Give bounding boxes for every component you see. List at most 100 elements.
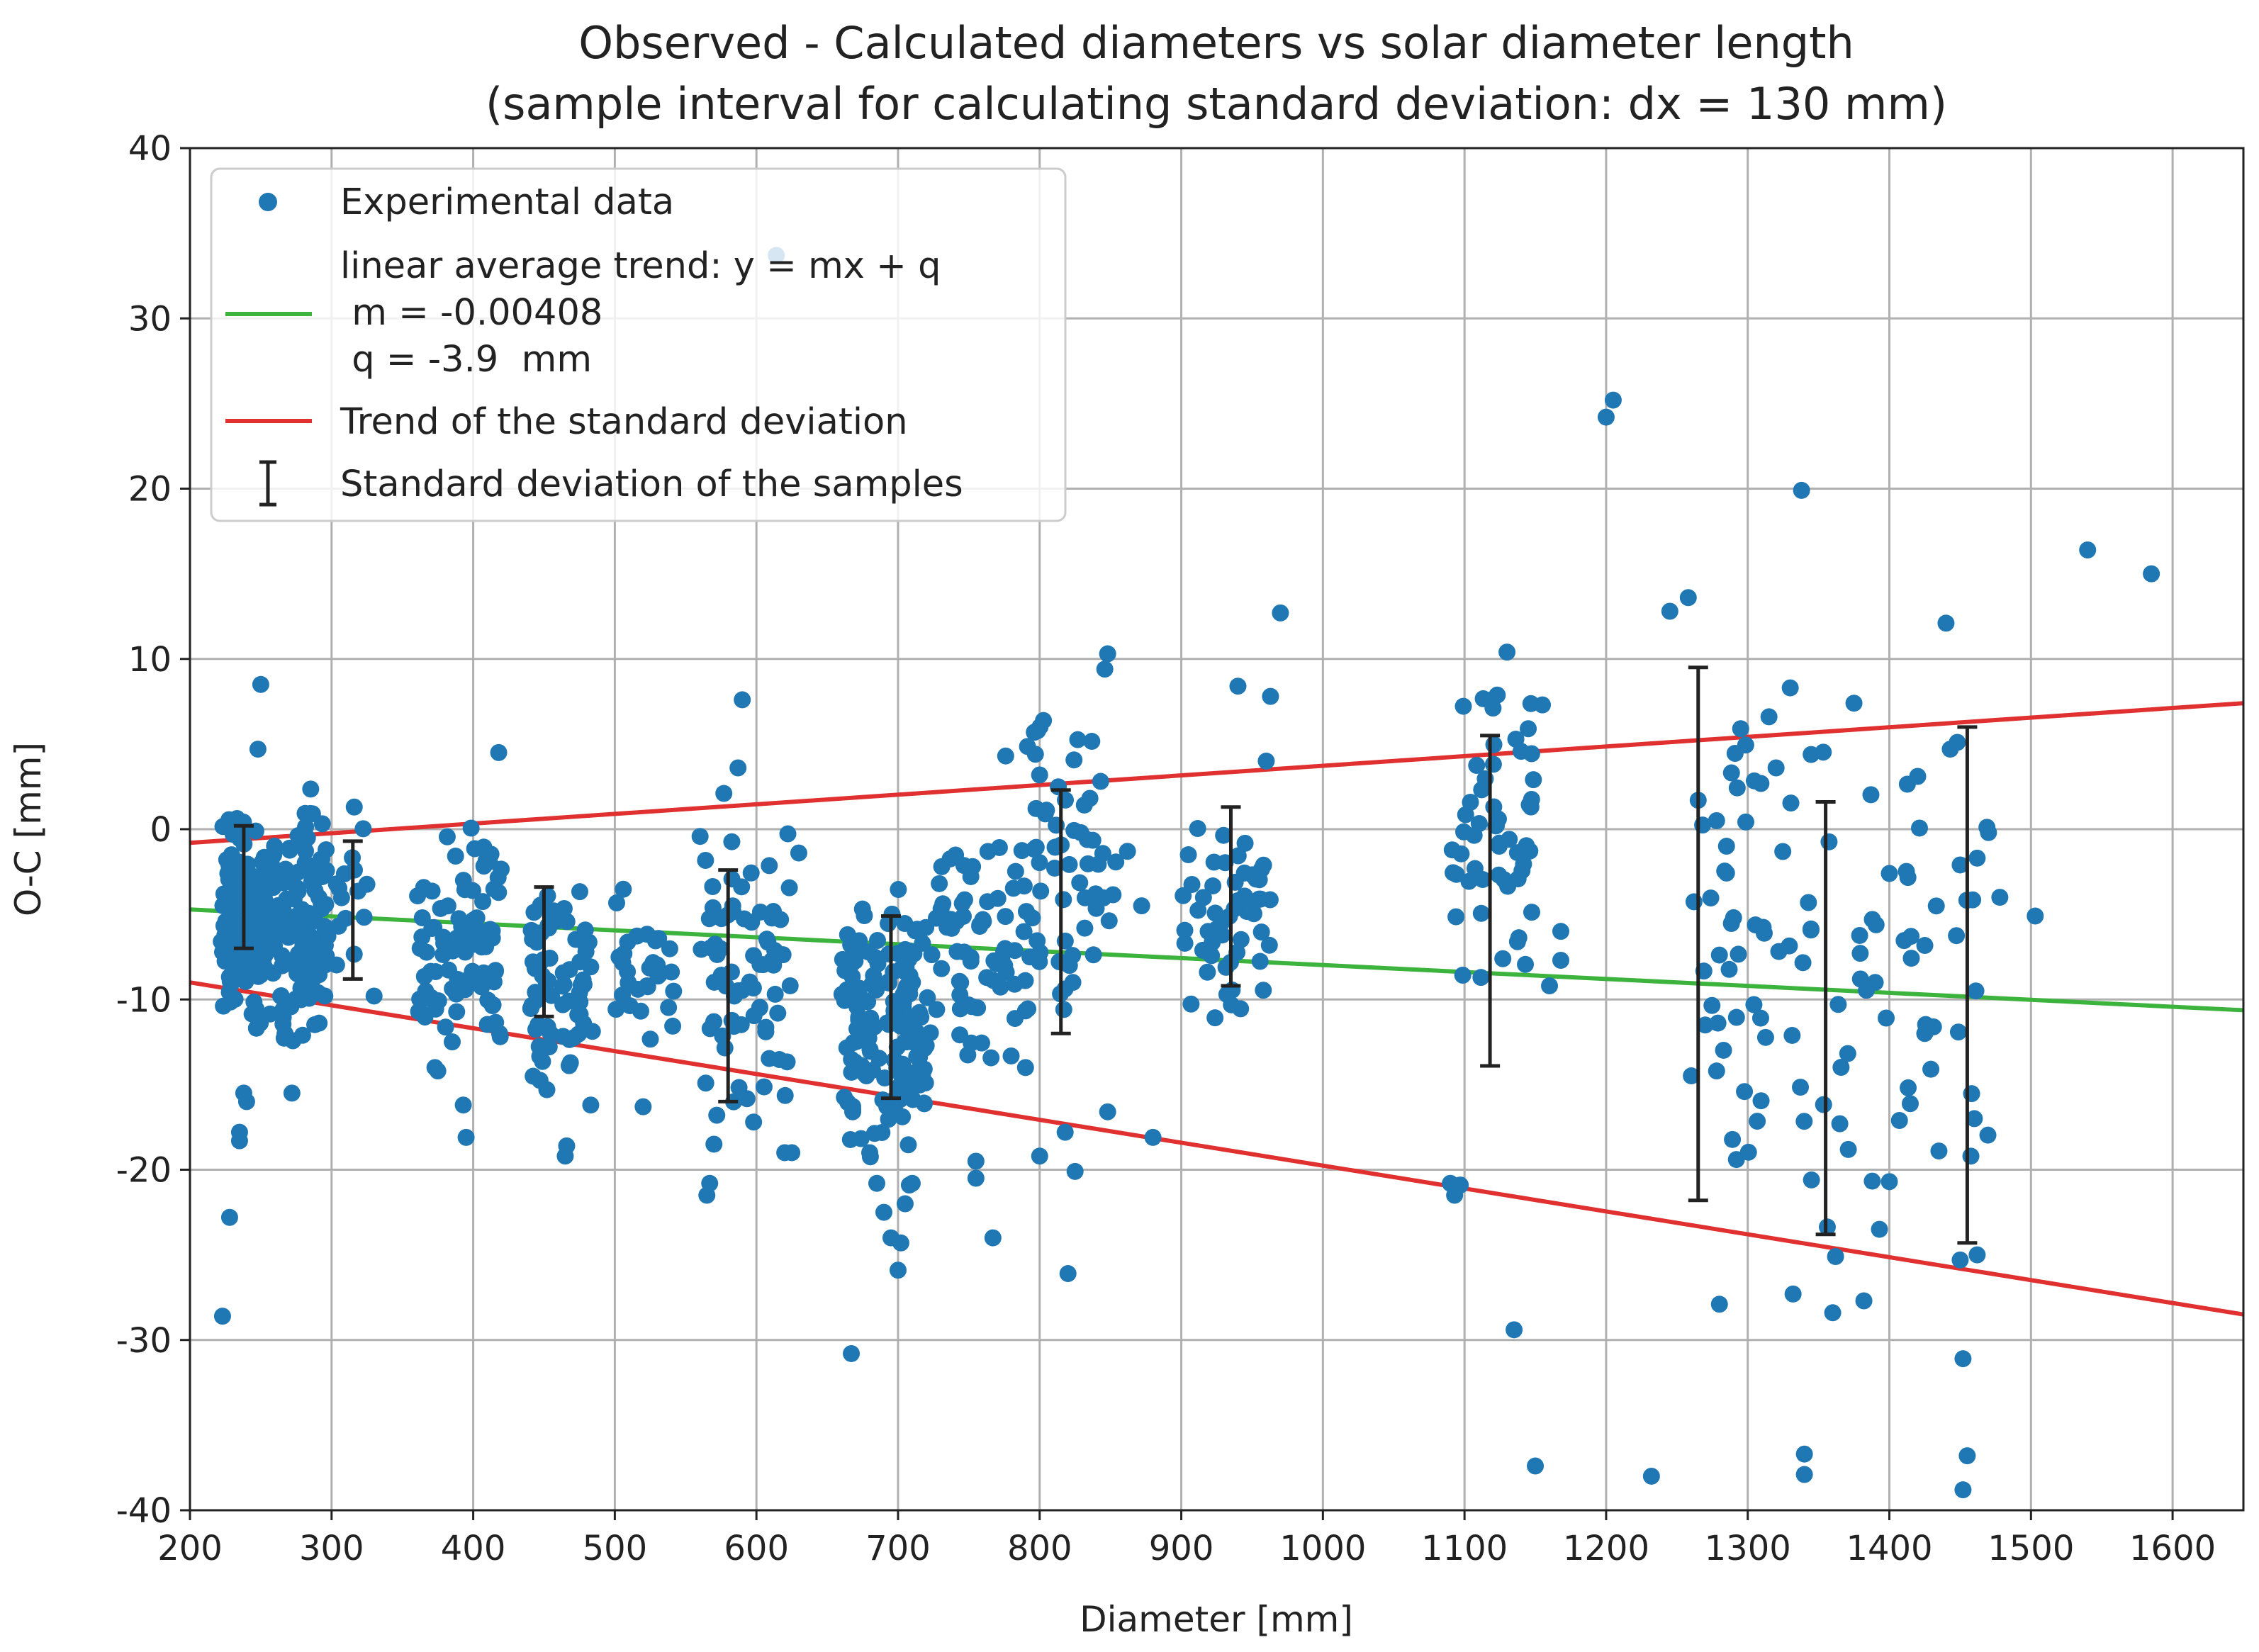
- data-point: [1272, 604, 1289, 622]
- data-point: [915, 1094, 933, 1112]
- data-point: [448, 929, 466, 947]
- data-point: [1784, 1285, 1802, 1303]
- data-point: [1760, 708, 1778, 726]
- data-point: [1262, 687, 1279, 705]
- data-point: [1251, 953, 1269, 970]
- data-point: [432, 899, 449, 917]
- data-point: [650, 930, 668, 948]
- data-point: [438, 828, 456, 845]
- data-point: [1119, 843, 1136, 860]
- error-bar: [233, 824, 254, 950]
- data-point: [1890, 1111, 1908, 1129]
- data-point: [951, 986, 969, 1004]
- data-point: [953, 894, 971, 912]
- data-point: [558, 1137, 576, 1154]
- data-point: [1851, 926, 1868, 944]
- data-point: [475, 838, 493, 856]
- data-point: [868, 981, 885, 999]
- data-point: [1815, 743, 1832, 761]
- data-point: [1696, 1016, 1714, 1034]
- data-point: [1736, 1083, 1754, 1101]
- data-point: [1951, 856, 1969, 874]
- data-point: [437, 1018, 454, 1036]
- data-point: [892, 1234, 909, 1252]
- data-point: [1176, 921, 1194, 939]
- data-point: [567, 931, 585, 948]
- data-point: [1911, 819, 1929, 837]
- data-point: [1016, 1059, 1034, 1077]
- data-point: [1710, 946, 1728, 964]
- data-point: [948, 943, 966, 960]
- error-bar: [342, 839, 363, 981]
- data-point: [2027, 907, 2044, 925]
- data-point: [641, 1030, 659, 1048]
- data-point: [1901, 1095, 1919, 1113]
- data-point: [921, 1024, 939, 1042]
- data-point: [660, 999, 678, 1016]
- data-point: [215, 997, 232, 1015]
- data-point: [751, 999, 768, 1016]
- data-point: [1732, 720, 1749, 738]
- data-point: [852, 1130, 870, 1147]
- data-point: [963, 998, 980, 1016]
- data-point: [1189, 901, 1207, 919]
- data-point: [1235, 864, 1253, 882]
- data-point: [1774, 843, 1792, 860]
- data-point: [928, 1001, 946, 1018]
- data-point: [1839, 1140, 1857, 1158]
- legend: Experimental data linear average trend: …: [210, 167, 1067, 522]
- data-point: [898, 987, 916, 1004]
- data-point: [1966, 1110, 1983, 1128]
- data-point: [1470, 815, 1488, 833]
- data-point: [454, 1096, 472, 1114]
- data-point: [230, 1123, 248, 1141]
- data-point: [423, 882, 441, 900]
- data-point: [997, 908, 1014, 926]
- data-point: [475, 858, 493, 875]
- data-point: [919, 989, 936, 1006]
- data-point: [1717, 864, 1735, 882]
- data-point: [865, 967, 882, 984]
- data-point: [273, 947, 291, 965]
- data-point: [1954, 1350, 1972, 1368]
- data-point: [1710, 1296, 1728, 1313]
- data-point: [1084, 946, 1102, 964]
- data-point: [430, 992, 447, 1010]
- data-point: [776, 1086, 794, 1104]
- data-point: [1443, 841, 1461, 859]
- data-point: [959, 1046, 977, 1064]
- data-point: [904, 974, 921, 991]
- data-point: [454, 872, 472, 889]
- data-point: [1525, 771, 1542, 789]
- data-point: [1839, 1045, 1856, 1062]
- data-point: [314, 940, 332, 957]
- data-point: [1709, 1014, 1727, 1032]
- data-point: [543, 987, 561, 1004]
- data-point: [355, 909, 373, 926]
- data-point: [715, 785, 733, 802]
- data-point: [620, 974, 637, 991]
- data-point: [1494, 950, 1512, 967]
- x-tick-label: 800: [1007, 1529, 1072, 1568]
- data-point: [890, 881, 907, 899]
- data-point: [1255, 982, 1272, 999]
- data-point: [1517, 955, 1535, 973]
- y-axis-label: O-C [mm]: [8, 742, 49, 916]
- data-point: [2079, 541, 2097, 558]
- data-point: [1794, 954, 1812, 972]
- data-point: [1199, 963, 1216, 981]
- data-point: [885, 1006, 903, 1024]
- data-point: [1927, 897, 1945, 915]
- data-point: [697, 851, 714, 869]
- data-point: [1031, 854, 1048, 872]
- data-point: [1252, 923, 1270, 941]
- data-point: [766, 985, 784, 1003]
- data-point: [1745, 772, 1763, 790]
- data-point: [1189, 820, 1206, 838]
- data-point: [868, 932, 886, 950]
- error-bar: [880, 914, 901, 1101]
- data-point: [583, 1023, 601, 1040]
- data-point: [457, 1128, 475, 1146]
- data-point: [889, 1262, 907, 1279]
- data-point: [1027, 838, 1045, 856]
